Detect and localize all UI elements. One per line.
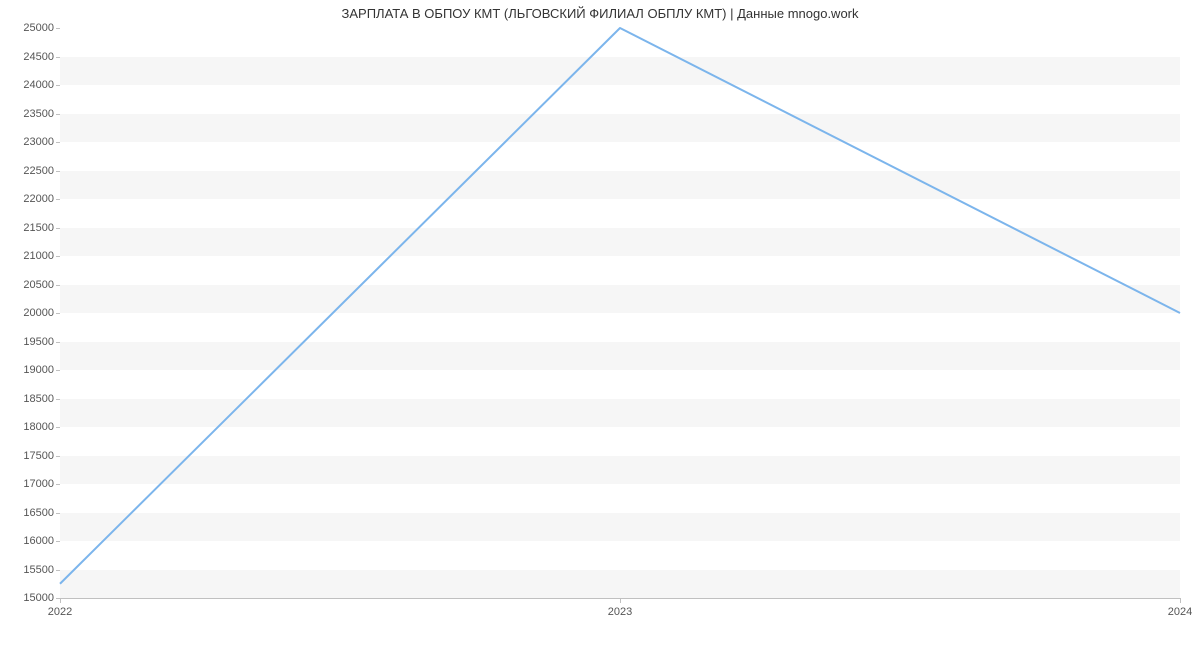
y-tick-label: 20500 bbox=[23, 279, 60, 291]
y-tick-mark bbox=[56, 114, 60, 115]
chart-title: ЗАРПЛАТА В ОБПОУ КМТ (ЛЬГОВСКИЙ ФИЛИАЛ О… bbox=[0, 6, 1200, 21]
series-line bbox=[60, 28, 1180, 584]
y-tick-mark bbox=[56, 313, 60, 314]
y-tick-mark bbox=[56, 228, 60, 229]
y-tick-mark bbox=[56, 541, 60, 542]
y-tick-mark bbox=[56, 285, 60, 286]
x-tick-mark bbox=[1180, 598, 1181, 603]
y-tick-label: 25000 bbox=[23, 22, 60, 34]
y-tick-label: 19500 bbox=[23, 336, 60, 348]
y-tick-label: 21500 bbox=[23, 222, 60, 234]
y-tick-mark bbox=[56, 199, 60, 200]
y-tick-mark bbox=[56, 342, 60, 343]
y-tick-label: 23000 bbox=[23, 136, 60, 148]
y-tick-mark bbox=[56, 171, 60, 172]
y-tick-label: 24500 bbox=[23, 51, 60, 63]
y-tick-mark bbox=[56, 570, 60, 571]
y-tick-label: 15500 bbox=[23, 564, 60, 576]
y-tick-label: 19000 bbox=[23, 364, 60, 376]
y-tick-label: 16500 bbox=[23, 507, 60, 519]
y-tick-label: 24000 bbox=[23, 79, 60, 91]
y-tick-mark bbox=[56, 513, 60, 514]
line-layer bbox=[60, 28, 1180, 598]
y-tick-label: 18500 bbox=[23, 393, 60, 405]
y-tick-label: 18000 bbox=[23, 421, 60, 433]
y-tick-label: 21000 bbox=[23, 250, 60, 262]
y-tick-label: 20000 bbox=[23, 307, 60, 319]
y-tick-mark bbox=[56, 142, 60, 143]
y-tick-label: 22500 bbox=[23, 165, 60, 177]
y-tick-mark bbox=[56, 370, 60, 371]
y-tick-mark bbox=[56, 456, 60, 457]
y-tick-label: 17500 bbox=[23, 450, 60, 462]
plot-area: 1500015500160001650017000175001800018500… bbox=[60, 28, 1180, 598]
y-tick-mark bbox=[56, 28, 60, 29]
y-tick-label: 17000 bbox=[23, 478, 60, 490]
y-tick-label: 16000 bbox=[23, 535, 60, 547]
y-tick-mark bbox=[56, 484, 60, 485]
y-tick-mark bbox=[56, 256, 60, 257]
y-tick-label: 23500 bbox=[23, 108, 60, 120]
y-tick-mark bbox=[56, 57, 60, 58]
y-tick-mark bbox=[56, 85, 60, 86]
salary-chart: ЗАРПЛАТА В ОБПОУ КМТ (ЛЬГОВСКИЙ ФИЛИАЛ О… bbox=[0, 0, 1200, 650]
y-tick-mark bbox=[56, 399, 60, 400]
y-tick-label: 22000 bbox=[23, 193, 60, 205]
x-axis-line bbox=[60, 598, 1180, 599]
y-tick-mark bbox=[56, 427, 60, 428]
